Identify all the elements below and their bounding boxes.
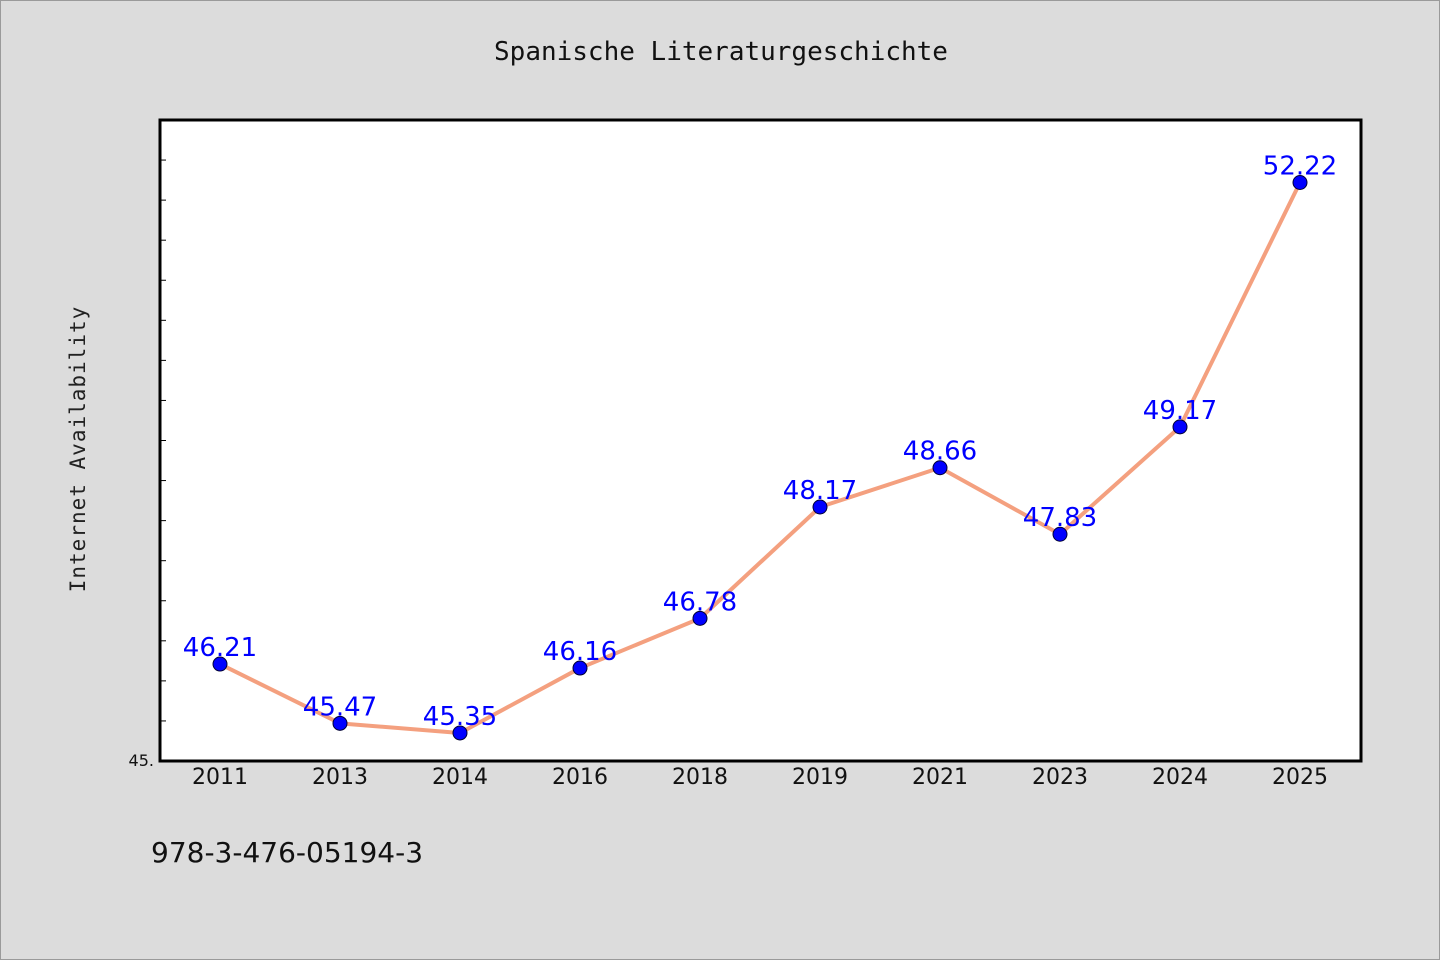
plot-border	[158, 118, 1363, 763]
data-labels: 46.21 45.47 45.35 46.16 46.78 48.17 48.66 47.83…	[183, 151, 1337, 731]
x-tick-label: 2023	[1032, 765, 1088, 790]
data-point	[1172, 419, 1188, 435]
data-point	[332, 715, 348, 731]
x-tick-label: 2011	[192, 765, 248, 790]
data-label: 46.78	[663, 587, 737, 617]
plot-area	[160, 120, 1361, 761]
data-label: 49.17	[1143, 396, 1217, 426]
data-label: 46.21	[183, 633, 257, 663]
x-tick-label: 2013	[312, 765, 368, 790]
x-tick-label: 2014	[432, 765, 488, 790]
data-markers	[212, 174, 1308, 741]
data-label: 48.66	[903, 437, 977, 467]
data-point	[692, 610, 708, 626]
x-tick-label: 2025	[1272, 765, 1328, 790]
data-label: 46.16	[543, 637, 617, 667]
chart-title: Spanische Literaturgeschichte	[494, 37, 948, 67]
data-point	[932, 460, 948, 476]
data-point	[1292, 174, 1308, 190]
data-label: 45.35	[423, 702, 497, 732]
x-tick-labels: 2011 2013 2014 2016 2018 2019 2021 2023 2024 2025	[192, 765, 1328, 790]
data-label: 52.22	[1263, 151, 1337, 181]
data-label: 45.47	[303, 692, 377, 722]
data-label: 47.83	[1023, 503, 1097, 533]
data-point	[1052, 526, 1068, 542]
data-point	[452, 725, 468, 741]
data-point	[812, 499, 828, 515]
x-tick-label: 2018	[672, 765, 728, 790]
isbn-text: 978-3-476-05194-3	[151, 836, 424, 869]
series-line	[218, 180, 1302, 735]
x-tick-label: 2021	[912, 765, 968, 790]
data-label: 48.17	[783, 476, 857, 506]
x-tick-label: 2016	[552, 765, 608, 790]
data-point	[572, 660, 588, 676]
x-tick-label: 2019	[792, 765, 848, 790]
y-tick-label-min: 45.	[129, 751, 154, 770]
x-tick-label: 2024	[1152, 765, 1208, 790]
data-point	[212, 656, 228, 672]
